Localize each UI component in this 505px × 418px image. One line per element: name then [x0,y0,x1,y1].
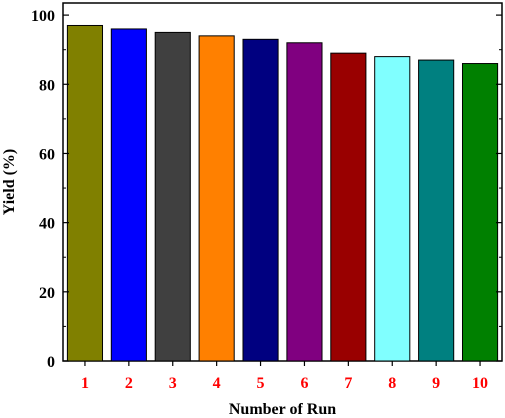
x-tick-label: 9 [432,375,440,392]
bar-run-5 [242,38,279,362]
plot-frame [62,2,503,362]
y-tick-label: 0 [47,354,55,371]
x-tick-label: 8 [388,375,396,392]
plot-frame-group [62,2,503,362]
x-tick-label: 2 [125,375,133,392]
bars-group [66,24,499,362]
x-tick-label: 4 [213,375,221,392]
bar-run-2 [110,28,147,362]
bar-run-9 [418,59,455,362]
y-axis-ticks: 0 20 40 60 80 100 [31,8,502,371]
x-tick-label: 7 [344,375,352,392]
bar-run-8 [374,56,411,362]
y-axis-title: Yield (%) [1,149,18,216]
bar-run-10 [461,63,499,362]
x-tick-label: 10 [472,375,488,392]
x-axis-title: Number of Run [229,401,336,418]
y-tick-label: 100 [31,8,55,25]
x-tick-label: 5 [257,375,265,392]
bar-run-7 [330,52,367,362]
y-tick-label: 40 [39,216,55,233]
x-axis-ticks: 1 2 3 4 5 6 7 8 9 10 [81,361,488,392]
x-tick-label: 6 [300,375,308,392]
bar-run-3 [154,31,191,362]
bar-run-6 [286,42,323,362]
y-tick-label: 80 [39,77,55,94]
bar-run-4 [198,35,235,362]
x-tick-label: 3 [169,375,177,392]
y-tick-label: 20 [39,285,55,302]
bar-run-1 [66,24,104,362]
x-tick-label: 1 [81,375,89,392]
y-tick-label: 60 [39,146,55,163]
